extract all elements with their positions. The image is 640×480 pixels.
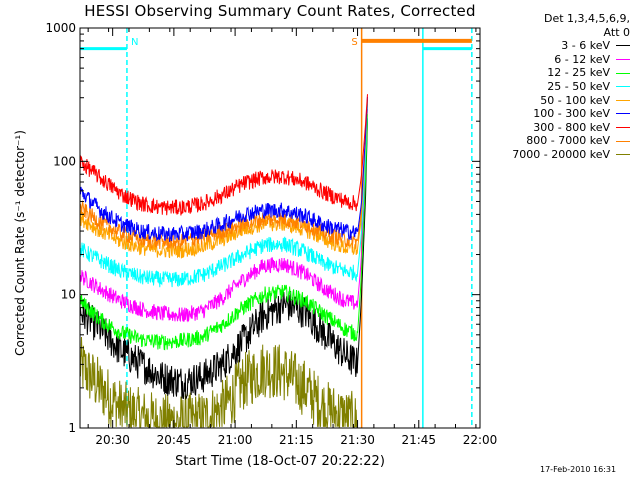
legend-entry: 100 - 300 keV: [486, 107, 636, 121]
legend-entry-label: 3 - 6 keV: [561, 39, 610, 53]
legend-entry: 25 - 50 keV: [486, 80, 636, 94]
legend-entry: 800 - 7000 keV: [486, 134, 636, 148]
legend-entry: 3 - 6 keV: [486, 39, 636, 53]
legend-entry-label: 800 - 7000 keV: [526, 134, 610, 148]
y-tick-label: 100: [53, 154, 76, 168]
legend-entry-label: 300 - 800 keV: [533, 120, 610, 134]
flag-label: S: [351, 37, 357, 48]
y-tick-label: 10: [61, 288, 76, 302]
legend-entry: 300 - 800 keV: [486, 121, 636, 135]
plot-frame: [79, 27, 481, 429]
legend-entry-label: 50 - 100 keV: [540, 93, 610, 107]
x-tick-label: 21:30: [340, 433, 375, 447]
generation-timestamp: 17-Feb-2010 16:31: [540, 465, 617, 474]
legend-entry-label: 6 - 12 keV: [554, 52, 610, 66]
legend-entry-swatch: [616, 59, 630, 61]
legend-entry-swatch: [616, 99, 630, 101]
legend-entry-swatch: [616, 86, 630, 88]
series-line: [79, 118, 368, 400]
legend-entry-swatch: [616, 72, 630, 74]
legend-entry-swatch: [616, 127, 630, 129]
y-tick-label: 1000: [45, 21, 76, 35]
x-tick-label: 21:15: [279, 433, 314, 447]
x-axis-label: Start Time (18-Oct-07 20:22:22): [175, 454, 385, 469]
legend-entry: 7000 - 20000 keV: [486, 148, 636, 162]
legend-entry: 12 - 25 keV: [486, 66, 636, 80]
legend-header-attenuator: Att 0: [603, 25, 630, 39]
x-tick-label: 20:30: [95, 433, 130, 447]
legend-entry-label: 7000 - 20000 keV: [512, 147, 610, 161]
x-tick-label: 21:45: [401, 433, 436, 447]
series-line: [79, 108, 368, 323]
series-line: [79, 336, 358, 429]
x-tick-label: 22:00: [463, 433, 498, 447]
series-line: [79, 100, 368, 250]
series-line: [79, 104, 368, 288]
legend-entry-label: 100 - 300 keV: [533, 107, 610, 121]
x-tick-label: 20:45: [157, 433, 192, 447]
legend-entry: 6 - 12 keV: [486, 53, 636, 67]
legend-entry-label: 25 - 50 keV: [547, 79, 610, 93]
y-tick-label: 1: [68, 421, 76, 435]
legend-entry-swatch: [616, 45, 630, 47]
series-line: [79, 94, 368, 216]
series-line: [79, 114, 368, 351]
legend-header-detectors: Det 1,3,4,5,6,9,: [543, 12, 630, 25]
flag-label: N: [131, 37, 138, 48]
x-tick-label: 21:00: [218, 433, 253, 447]
legend-entry-swatch: [616, 140, 630, 142]
legend: Det 1,3,4,5,6,9, Att 0 3 - 6 keV 6 - 12 k…: [486, 12, 636, 162]
series-line: [79, 96, 368, 242]
legend-entry: 50 - 100 keV: [486, 94, 636, 108]
chart-title: HESSI Observing Summary Count Rates, Cor…: [84, 2, 476, 20]
legend-entry-swatch: [616, 154, 630, 156]
legend-entry-label: 12 - 25 keV: [547, 66, 610, 80]
legend-entry-swatch: [616, 113, 630, 115]
